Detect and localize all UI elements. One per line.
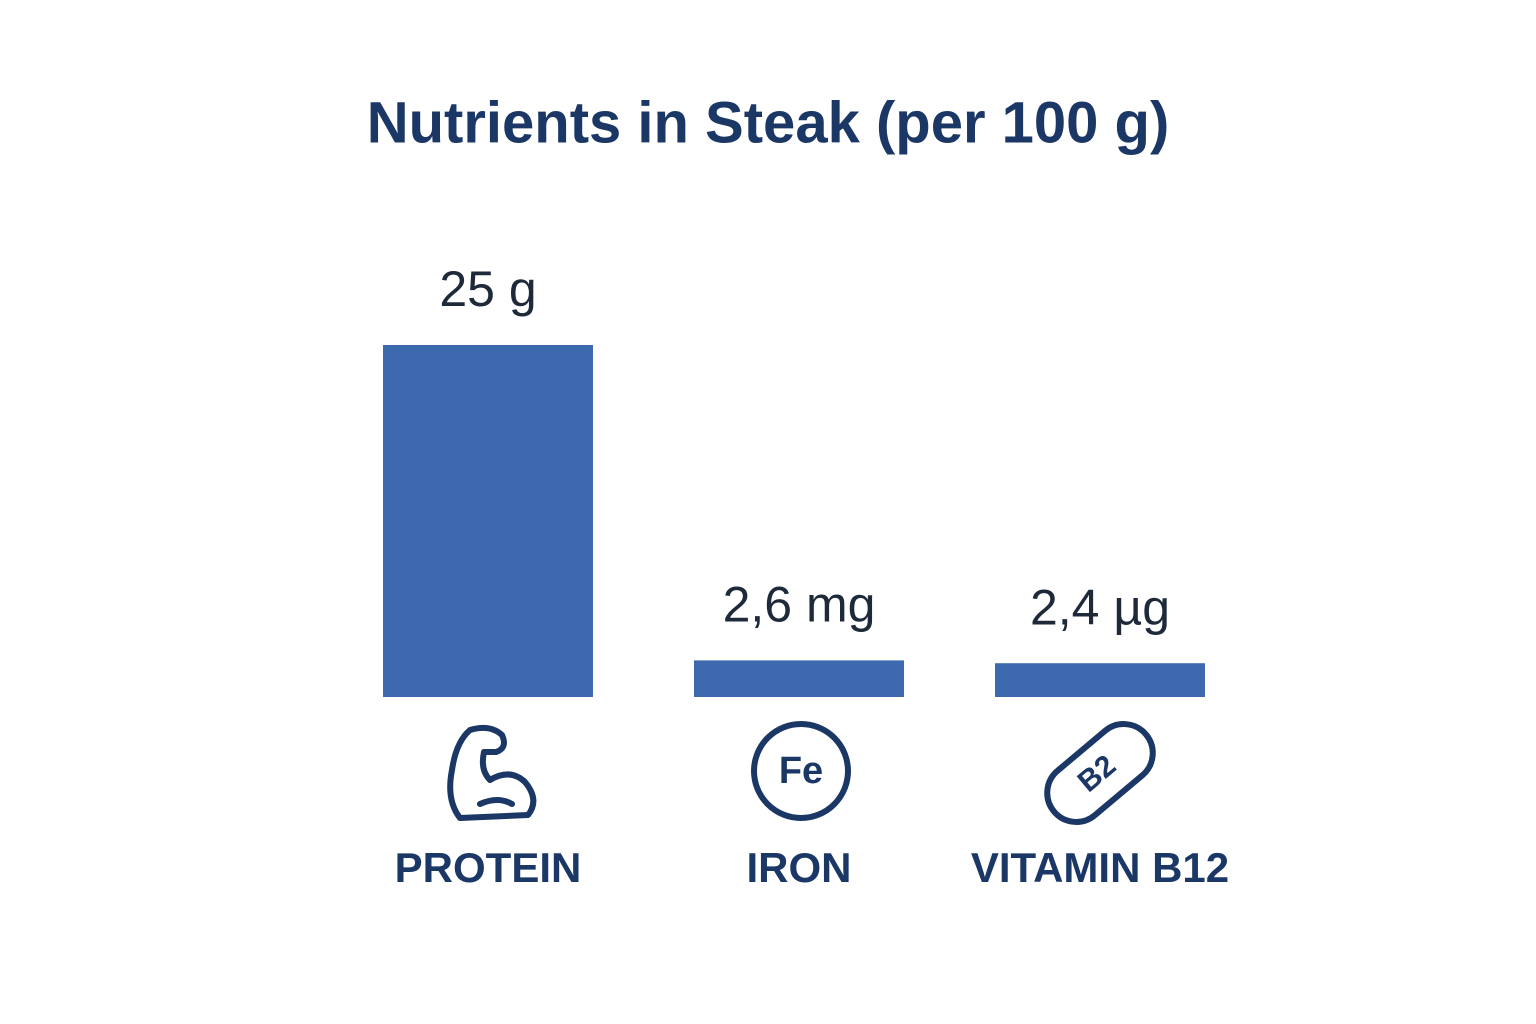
icon-label: Fe — [779, 750, 823, 792]
value-label: 25 g — [439, 261, 536, 317]
chart-title: Nutrients in Steak (per 100 g) — [367, 90, 1170, 155]
bar — [995, 663, 1205, 697]
icon-vitamin: B2 — [1044, 721, 1156, 825]
value-label: 2,4 µg — [1030, 579, 1170, 635]
value-label: 2,6 mg — [723, 577, 876, 633]
bar — [694, 660, 904, 697]
icon-iron: Fe — [751, 721, 851, 821]
bar — [383, 345, 593, 697]
category-label: VITAMIN B12 — [971, 844, 1229, 891]
icon-protein — [447, 724, 537, 821]
category-label: IRON — [747, 844, 852, 891]
category-label: PROTEIN — [395, 844, 582, 891]
